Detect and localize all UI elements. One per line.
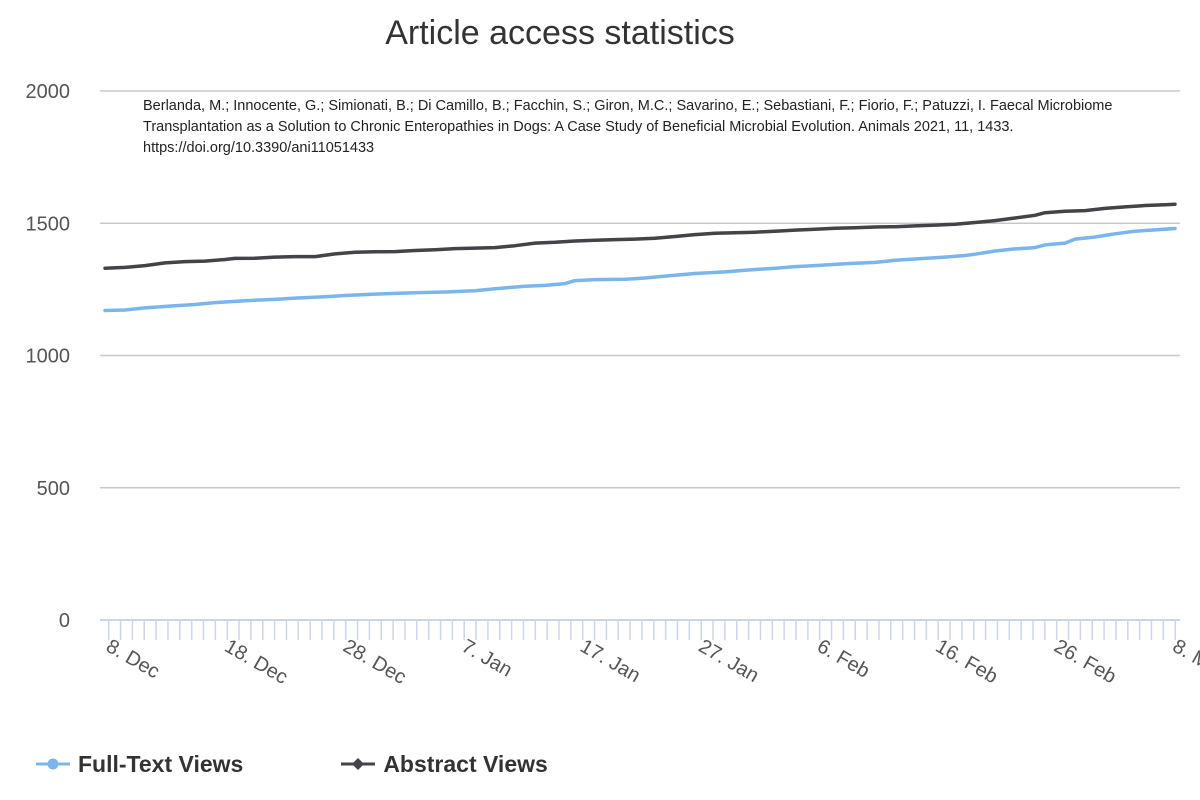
x-tick-label: 7. Jan: [458, 635, 516, 681]
chart-legend: Full-Text Views Abstract Views: [36, 746, 646, 782]
x-tick-label: 6. Feb: [813, 635, 873, 682]
x-tick-label: 26. Feb: [1050, 635, 1120, 688]
citation-text: Berlanda, M.; Innocente, G.; Simionati, …: [143, 98, 1113, 156]
diamond-marker-icon: [341, 758, 376, 770]
series-line-abstract: [103, 202, 1177, 270]
x-tick-label: 8. Mar: [1169, 635, 1200, 683]
y-axis: 0 500 1000 1500 2000: [26, 81, 71, 632]
circle-marker-icon: [36, 758, 70, 770]
y-tick-label: 500: [37, 478, 70, 500]
y-tick-label: 2000: [26, 81, 71, 103]
x-tick-label: 18. Dec: [221, 635, 292, 689]
x-tick-label: 8. Dec: [102, 635, 163, 683]
y-tick-label: 1500: [26, 213, 71, 235]
x-tick-label: 16. Feb: [932, 635, 1002, 688]
series-line-full-text: [103, 226, 1177, 313]
chart-title: Article access statistics: [385, 14, 735, 52]
legend-label-abstract: Abstract Views: [383, 750, 548, 777]
series-lines: [103, 202, 1177, 313]
y-tick-label: 1000: [26, 346, 71, 368]
x-axis: 8. Dec 18. Dec 28. Dec 7. Jan 17. Jan 27. Jan…: [100, 619, 1200, 689]
y-tick-label: 0: [59, 610, 70, 632]
x-tick-label: 17. Jan: [576, 635, 644, 687]
legend-item-abstract[interactable]: Abstract Views: [341, 750, 548, 778]
x-tick-label: 28. Dec: [339, 635, 410, 689]
legend-label-full-text: Full-Text Views: [78, 750, 244, 777]
x-tick-label: 27. Jan: [695, 635, 763, 687]
legend-item-full-text[interactable]: Full-Text Views: [36, 751, 243, 778]
grid-lines: [100, 90, 1180, 489]
